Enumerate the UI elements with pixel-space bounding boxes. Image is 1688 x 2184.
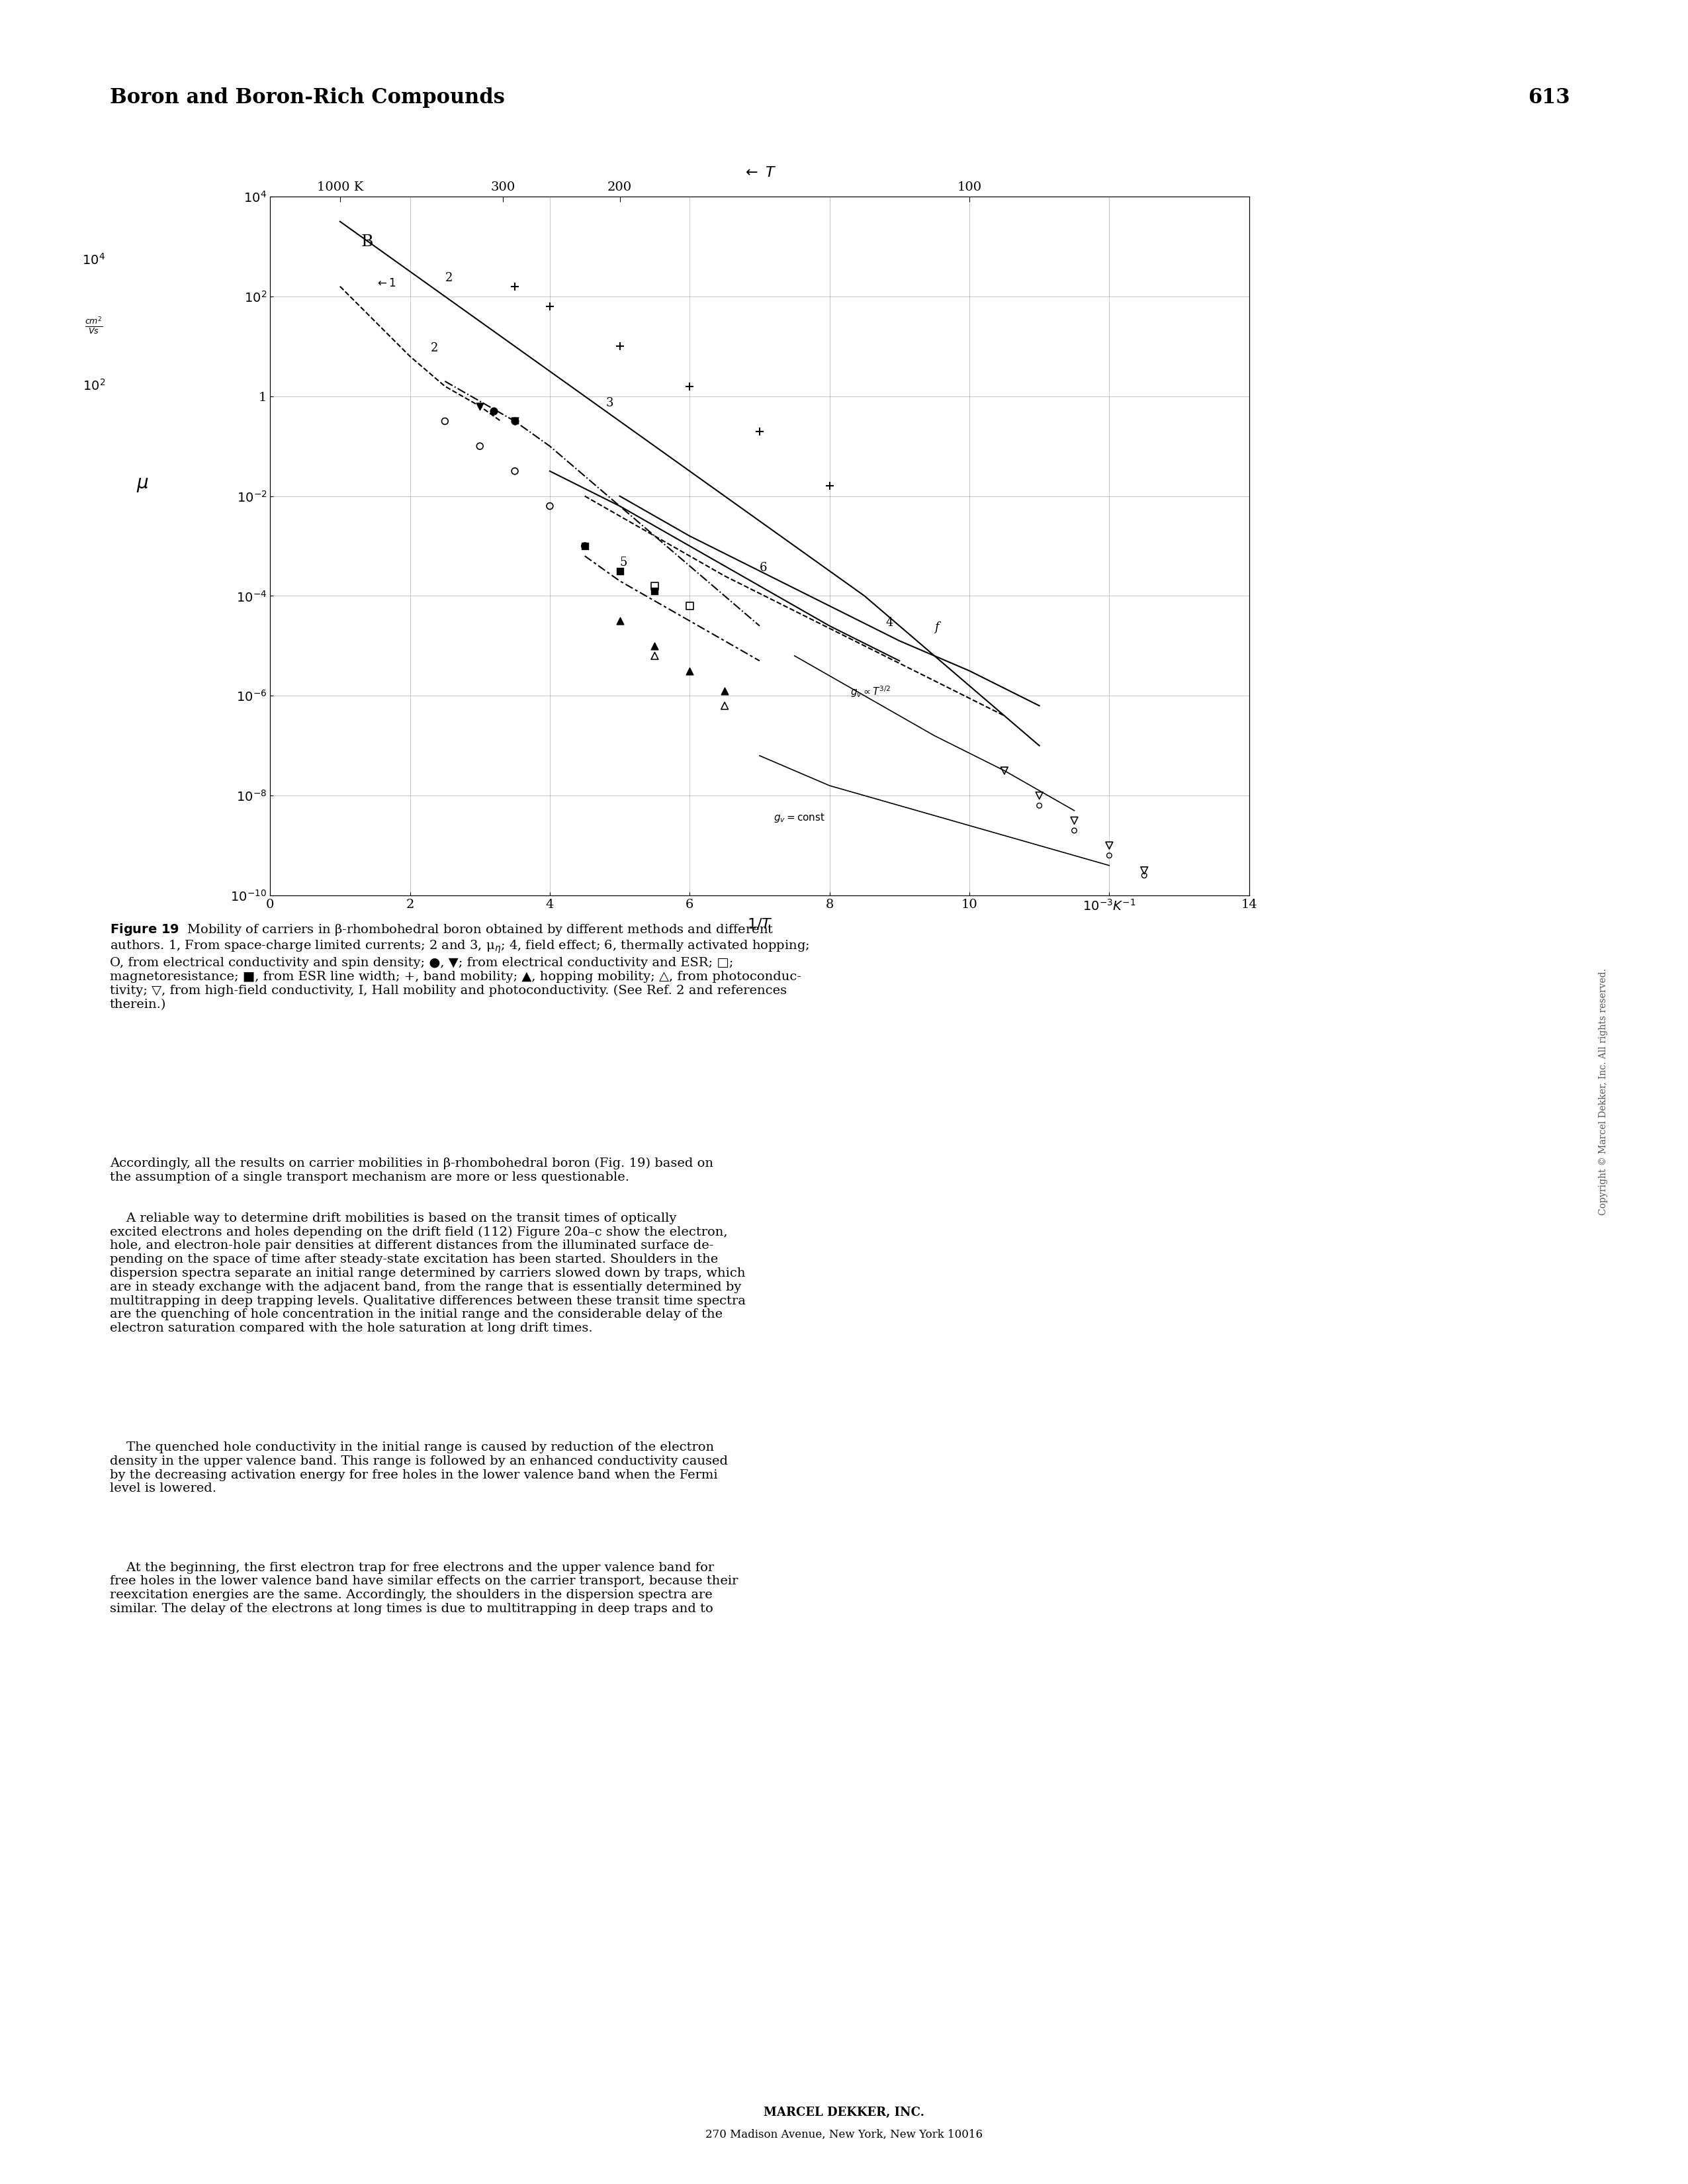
Point [677,653,704,688]
Text: $\frac{cm^2}{Vs}$: $\frac{cm^2}{Vs}$ [84,314,103,336]
Text: At the beginning, the first electron trap for free electrons and the upper valen: At the beginning, the first electron tra… [110,1562,738,1614]
Point [501,269,528,304]
Text: The quenched hole conductivity in the initial range is caused by reduction of th: The quenched hole conductivity in the in… [110,1441,728,1494]
Point [711,688,738,723]
Text: B: B [361,234,373,249]
Text: 6: 6 [760,561,768,574]
Point [991,753,1018,788]
Text: $g_v = \mathrm{const}$: $g_v = \mathrm{const}$ [773,810,825,823]
Text: Copyright © Marcel Dekker, Inc. All rights reserved.: Copyright © Marcel Dekker, Inc. All righ… [1599,970,1609,1214]
Point [537,489,564,524]
Text: 3: 3 [606,397,613,408]
Text: 5: 5 [619,557,628,568]
Point [1096,828,1123,863]
Point [537,288,564,323]
Point [501,404,528,439]
Text: $g_v \propto T^{3/2}$: $g_v \propto T^{3/2}$ [851,686,891,699]
Text: 2: 2 [446,273,452,284]
Text: 613: 613 [1528,87,1570,107]
Point [746,413,773,448]
Point [1026,778,1053,812]
Point [1131,858,1158,893]
Text: Accordingly, all the results on carrier mobilities in β-rhombohedral boron (Fig.: Accordingly, all the results on carrier … [110,1158,714,1184]
Point [466,428,493,463]
Point [432,404,459,439]
Point [641,568,668,603]
Point [641,574,668,609]
Point [606,603,633,638]
Point [677,587,704,622]
X-axis label: $\leftarrow$ $T$: $\leftarrow$ $T$ [743,166,776,179]
Text: $10^2$: $10^2$ [83,378,105,393]
Text: A reliable way to determine drift mobilities is based on the transit times of op: A reliable way to determine drift mobili… [110,1212,746,1334]
Point [677,369,704,404]
Point [1026,788,1053,823]
Point [641,638,668,673]
Point [571,529,598,563]
Text: $\mu$: $\mu$ [137,476,149,494]
Point [1131,854,1158,889]
Text: $\leftarrow 1$: $\leftarrow 1$ [375,277,397,288]
Point [606,553,633,587]
Text: Boron and Boron-Rich Compounds: Boron and Boron-Rich Compounds [110,87,505,107]
X-axis label: $1/T$: $1/T$ [746,917,773,930]
Point [501,454,528,489]
Text: 2: 2 [430,343,439,354]
Text: f: f [935,622,939,633]
Point [481,393,508,428]
Point [815,470,842,505]
Point [1060,812,1087,847]
Point [641,629,668,664]
Text: 4: 4 [886,616,893,629]
Point [1060,804,1087,839]
Point [1096,839,1123,874]
Point [606,330,633,365]
Point [501,404,528,439]
Point [466,389,493,424]
Point [571,529,598,563]
Text: MARCEL DEKKER, INC.: MARCEL DEKKER, INC. [763,2108,925,2118]
Text: $10^4$: $10^4$ [83,253,105,266]
Text: 270 Madison Avenue, New York, New York 10016: 270 Madison Avenue, New York, New York 1… [706,2129,982,2140]
Text: $\bf{Figure\ 19}$  Mobility of carriers in β-rhombohedral boron obtained by diff: $\bf{Figure\ 19}$ Mobility of carriers i… [110,922,809,1011]
Point [711,673,738,708]
